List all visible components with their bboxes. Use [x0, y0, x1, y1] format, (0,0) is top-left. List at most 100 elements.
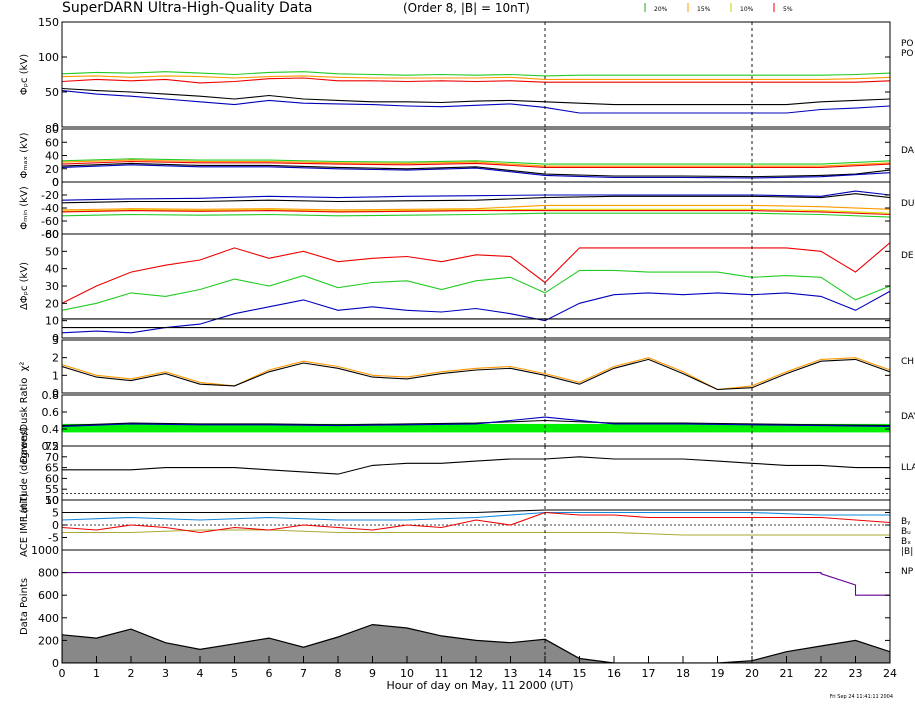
y-axis-label: Φₘᵢₙ (kV) [19, 186, 30, 230]
x-tick-label: 13 [504, 667, 518, 680]
right-series-label: |B| [901, 547, 913, 557]
y-tick-label: 70 [45, 451, 59, 464]
panel-frame [61, 21, 891, 128]
series-line-blue [62, 190, 890, 201]
x-tick-label: 17 [642, 667, 656, 680]
x-tick-label: 23 [849, 667, 863, 680]
right-series-label: DE [901, 251, 914, 261]
x-tick-label: 11 [435, 667, 449, 680]
y-tick-label: 50 [45, 86, 59, 99]
x-tick-label: 4 [197, 667, 204, 680]
panel-ratio: 0.2 0.4 0.6 0.8 Dawn/Dusk Ratio DAY [19, 378, 915, 464]
legend-label: 20% [654, 6, 668, 13]
y-tick-label: 40 [45, 263, 59, 276]
x-tick-label: 2 [128, 667, 135, 680]
y-tick-label: 0 [52, 332, 59, 345]
series-line-olive [62, 529, 890, 536]
y-tick-label: 80 [45, 123, 59, 136]
series-line-black [62, 87, 890, 106]
x-tick-label: 16 [607, 667, 621, 680]
x-tick-label: 14 [538, 667, 552, 680]
y-tick-label: 10 [45, 494, 59, 507]
chart-title: SuperDARN Ultra-High-Quality Data [62, 0, 312, 16]
y-tick-label: 65 [45, 462, 59, 475]
right-series-label: PO [901, 39, 914, 49]
x-tick-label: 24 [883, 667, 897, 680]
panel-min: -80-60-40-200 Φₘᵢₙ (kV) DU [19, 176, 915, 241]
right-series-label: Bₓ [901, 537, 911, 547]
series-line-green [62, 269, 890, 311]
y-tick-label: -20 [41, 189, 59, 202]
right-series-label: Bᵤ [901, 527, 911, 537]
right-series-label: DA [901, 146, 915, 156]
series-line-orange [62, 204, 890, 211]
panel-frame [61, 394, 891, 447]
timestamp: Fri Sep 24 11:41:11 2004 [830, 694, 893, 700]
series-line-red [62, 210, 890, 216]
y-axis-label: Φₘₐₓ (kV) [19, 132, 30, 178]
x-axis-label: Hour of day on May, 11 2000 (UT) [386, 679, 573, 692]
right-series-label: PO [901, 49, 914, 59]
x-tick-label: 1 [93, 667, 100, 680]
y-axis-label: χ² [19, 362, 30, 372]
y-tick-label: -5 [48, 532, 59, 545]
x-tick-label: 15 [573, 667, 587, 680]
y-tick-label: 30 [45, 280, 59, 293]
series-line-green [62, 71, 890, 77]
y-tick-label: 0 [52, 387, 59, 400]
y-axis-label: Dawn/Dusk Ratio [19, 378, 30, 464]
series-line-black [62, 456, 890, 475]
y-tick-label: 10 [45, 315, 59, 328]
x-tick-label: 7 [300, 667, 307, 680]
dawn-dusk-fill [62, 423, 890, 433]
y-axis-label: Data Points [19, 578, 30, 635]
y-tick-label: 0 [52, 176, 59, 189]
series-line-black [62, 162, 890, 178]
y-tick-label: -80 [41, 228, 59, 241]
y-tick-label: -60 [41, 215, 59, 228]
y-tick-label: 0.4 [42, 423, 60, 436]
right-series-label: NP [901, 567, 914, 577]
x-tick-label: 5 [231, 667, 238, 680]
series-line-blue [62, 90, 890, 114]
series-line-yellow [62, 208, 890, 214]
panel-frame [61, 445, 891, 501]
y-tick-label: 60 [45, 136, 59, 149]
series-line-orange [62, 75, 890, 80]
series-line-green [62, 212, 890, 218]
x-tick-label: 19 [711, 667, 725, 680]
x-tick-label: 0 [59, 667, 66, 680]
y-tick-label: -40 [41, 202, 59, 215]
panel-pts: 0 200 400 600 800 1000 Data Points NP [19, 544, 914, 670]
legend-label: 15% [697, 6, 711, 13]
y-tick-label: 0.2 [42, 440, 60, 453]
y-tick-label: 50 [45, 245, 59, 258]
series-line-red [62, 77, 890, 84]
series-line-blue [62, 290, 890, 334]
y-tick-label: 200 [38, 634, 59, 647]
right-series-label: DU [901, 199, 915, 209]
series-line-black [62, 193, 890, 204]
y-tick-label: 0.8 [42, 389, 60, 402]
series-line-purple [62, 572, 890, 596]
y-tick-label: 20 [45, 297, 59, 310]
legend-label: 10% [740, 6, 754, 13]
y-axis-label: Φₚᴄ (kV) [19, 54, 30, 95]
y-tick-label: 150 [38, 16, 59, 29]
x-axis: 0 1 2 3 4 5 6 7 8 9 10 11 12 13 14 15 16 17 18 19 20 21 22 23 24 [59, 656, 897, 680]
x-tick-label: 6 [266, 667, 273, 680]
y-axis-label: Latitude (degrees) [19, 427, 30, 519]
series-line-black [62, 509, 890, 514]
panel-frame [61, 339, 891, 394]
y-tick-label: 55 [45, 483, 59, 496]
y-tick-label: 1000 [31, 544, 59, 557]
chart-legend: 20% 15% 10% 5% [644, 3, 793, 13]
series-line-blue [62, 416, 890, 427]
y-tick-label: 1 [52, 369, 59, 382]
